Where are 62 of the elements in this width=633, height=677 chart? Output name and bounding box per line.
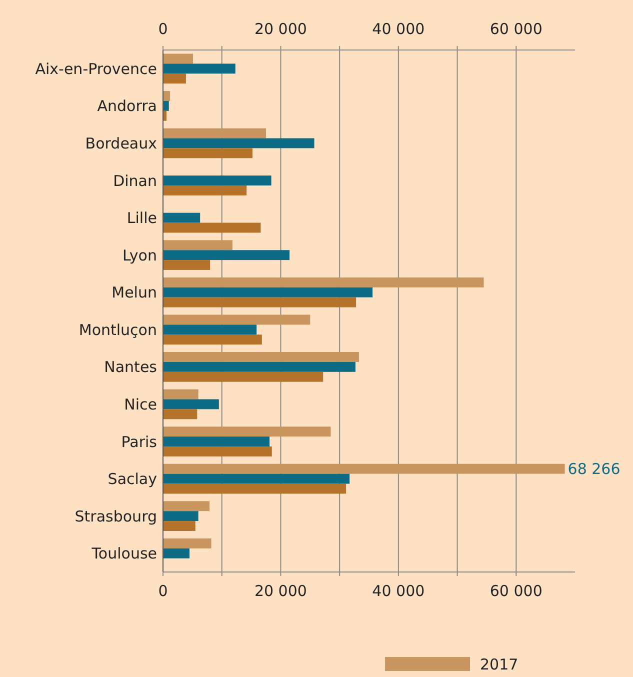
bar (163, 464, 565, 474)
bar (163, 334, 262, 345)
bar (163, 74, 186, 84)
x2-tick-label: 60 000 (490, 20, 542, 38)
y-tick-label: Toulouse (90, 544, 157, 563)
bar (163, 548, 190, 558)
bar (163, 212, 200, 223)
data-label: 68 266 (568, 460, 620, 478)
bar (163, 521, 196, 531)
x-tick-label: 40 000 (372, 582, 425, 600)
x-tick-label: 20 000 (254, 582, 307, 600)
bar (163, 501, 210, 512)
y-tick-label: Lille (126, 209, 157, 228)
bar (163, 222, 261, 233)
x2-tick-label: 0 (158, 20, 168, 38)
bar (163, 314, 310, 325)
x2-tick-label: 40 000 (372, 20, 425, 38)
bar (163, 389, 198, 400)
bar (163, 362, 356, 372)
x2-tick-label: 20 000 (254, 20, 307, 38)
y-tick-label: Paris (121, 432, 158, 451)
bar (163, 538, 212, 548)
text: 2017 (480, 655, 518, 674)
y-tick-label: Strasbourg (74, 507, 157, 526)
x-tick-label: 0 (158, 582, 168, 600)
y-tick-label: Saclay (108, 470, 158, 488)
y-tick-label: Aix-en-Provence (35, 60, 157, 78)
bar (163, 250, 290, 260)
bar (163, 287, 373, 298)
y-tick-label: Andorra (97, 97, 157, 116)
bar (163, 148, 252, 158)
bar (163, 436, 270, 446)
y-tick-label: Lyon (122, 246, 157, 264)
bar (163, 54, 194, 64)
bar (163, 446, 272, 456)
bar (163, 128, 266, 138)
x-tick-label: 60 000 (490, 582, 542, 600)
y-tick-label: Nice (124, 395, 157, 414)
bar (163, 409, 198, 420)
y-tick-label: Montluçon (78, 320, 157, 339)
bar (163, 64, 236, 74)
bar (163, 399, 219, 410)
y-tick-label: Nantes (104, 358, 158, 376)
bar (163, 372, 324, 382)
bar (163, 100, 169, 111)
bar (163, 240, 232, 250)
bar (163, 260, 210, 270)
bar (163, 297, 356, 308)
y-tick-label: Dinan (113, 172, 157, 190)
y-tick-label: Bordeaux (85, 134, 158, 152)
bar (163, 324, 257, 335)
bar (163, 426, 331, 437)
bar (163, 176, 272, 186)
bar (163, 138, 314, 148)
bar (163, 277, 484, 288)
bar (163, 185, 247, 196)
bar (163, 511, 198, 522)
bar (163, 484, 346, 494)
bar (163, 91, 170, 101)
y-tick-label: Melun (112, 284, 157, 302)
bar (163, 474, 350, 484)
bar (163, 352, 359, 362)
